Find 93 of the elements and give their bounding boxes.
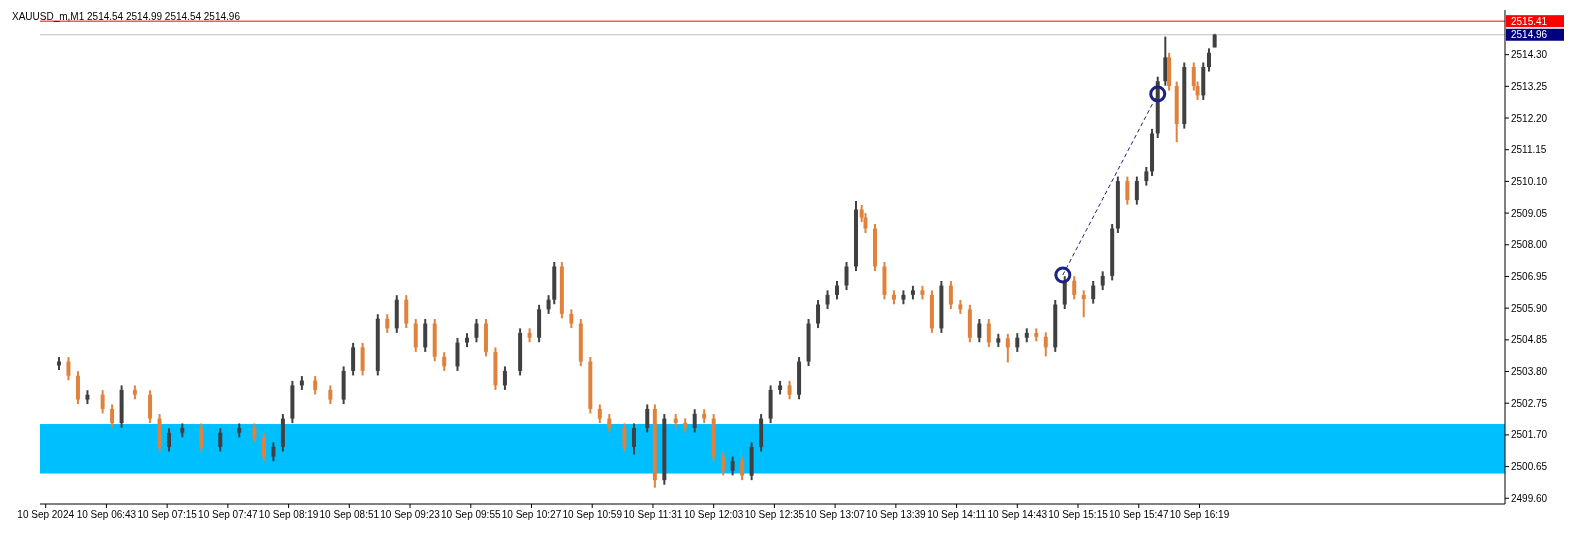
candlestick	[721, 451, 726, 477]
candlestick	[787, 379, 792, 401]
candlestick	[1062, 275, 1067, 311]
candlestick	[1015, 332, 1020, 353]
y-tick-label: 2514.30	[1511, 49, 1548, 61]
candlestick	[597, 403, 602, 425]
y-tick-label: 2511.15	[1511, 144, 1547, 156]
x-tick-label: 10 Sep 12:35	[744, 509, 805, 520]
candlestick	[1134, 175, 1139, 206]
candlestick	[1005, 332, 1010, 364]
candlestick	[740, 455, 745, 482]
x-tick-label: 10 Sep 16:19	[1169, 509, 1230, 520]
candlestick	[622, 422, 627, 453]
candlestick	[986, 318, 991, 349]
candlestick	[413, 318, 418, 353]
candlestick	[167, 427, 172, 453]
x-tick-label: 10 Sep 15:47	[1109, 509, 1169, 520]
candlestick	[271, 441, 276, 463]
y-tick-label: 2504.85	[1511, 334, 1548, 346]
candlestick	[423, 318, 428, 353]
y-tick-label: 2502.75	[1511, 397, 1548, 409]
candlestick	[816, 299, 821, 330]
y-tick-label: 2501.70	[1511, 429, 1548, 441]
candlestick	[569, 308, 574, 330]
candlestick	[1125, 175, 1130, 206]
x-tick-label: 10 Sep 13:39	[866, 509, 927, 520]
candlestick	[825, 289, 830, 311]
x-tick-label: 10 Sep 2024	[17, 509, 75, 520]
candlestick	[835, 279, 840, 301]
x-tick-label: 10 Sep 13:07	[805, 509, 866, 520]
candlestick	[261, 432, 266, 463]
x-tick-label: 10 Sep 09:23	[380, 509, 441, 520]
candlestick	[313, 375, 318, 396]
x-tick-label: 10 Sep 07:15	[137, 509, 198, 520]
candlestick	[1100, 270, 1105, 292]
candlestick	[645, 403, 650, 434]
candlestick	[1043, 331, 1048, 358]
candlestick	[66, 356, 71, 382]
candlestick	[75, 370, 80, 406]
x-tick-label: 10 Sep 11:31	[623, 509, 683, 520]
x-tick-label: 10 Sep 15:15	[1048, 509, 1109, 520]
candlestick	[455, 337, 460, 372]
candlestick	[404, 294, 409, 330]
candlestick	[546, 294, 551, 315]
x-tick-label: 10 Sep 09:55	[441, 509, 501, 520]
y-tick-label: 2503.80	[1511, 366, 1548, 378]
candlestick	[1081, 289, 1086, 319]
x-tick-label: 10 Sep 10:27	[501, 509, 562, 520]
y-tick-label: 2512.20	[1511, 112, 1548, 124]
candlestick	[442, 351, 447, 372]
chart-title: XAUUSD_m,M1 2514.54 2514.99 2514.54 2514.96	[12, 11, 241, 22]
candlestick	[252, 422, 257, 444]
candlestick	[1091, 279, 1096, 305]
candlestick	[692, 408, 697, 434]
candlestick	[1072, 275, 1077, 301]
x-tick-label: 10 Sep 08:51	[319, 509, 380, 520]
candlestick	[977, 318, 982, 344]
candlestick	[844, 260, 849, 292]
x-tick-label: 10 Sep 14:11	[927, 509, 987, 520]
candlestick	[385, 313, 390, 334]
candlestick	[218, 427, 223, 453]
y-tick-label: 2506.95	[1511, 270, 1548, 282]
candlestick	[948, 279, 953, 311]
y-tick-label: 2509.05	[1511, 207, 1548, 219]
x-tick-label: 10 Sep 14:43	[987, 509, 1048, 520]
candlestick	[100, 389, 105, 415]
candlestick	[1206, 47, 1211, 73]
x-tick-label: 10 Sep 08:19	[258, 509, 319, 520]
candlestick	[110, 403, 115, 429]
candlestick	[148, 389, 153, 425]
y-tick-label: 2510.10	[1511, 175, 1548, 187]
candlestick	[360, 341, 365, 377]
candlestick	[730, 455, 735, 477]
y-tick-label: 2508.00	[1511, 239, 1548, 251]
y-tick-label: 2513.25	[1511, 80, 1548, 92]
candlestick	[607, 413, 612, 434]
candlestick	[1144, 165, 1149, 187]
candlestick	[502, 365, 507, 391]
ref-line-label: 2514.96	[1511, 29, 1548, 41]
ref-line-label: 2515.41	[1511, 15, 1548, 27]
x-tick-label: 10 Sep 07:47	[198, 509, 259, 520]
y-tick-label: 2505.90	[1511, 302, 1548, 314]
candlestick	[631, 422, 636, 456]
candlestick	[474, 318, 479, 344]
y-tick-label: 2500.65	[1511, 461, 1548, 473]
x-tick-label: 10 Sep 06:43	[76, 509, 137, 520]
x-tick-label: 10 Sep 12:03	[683, 509, 744, 520]
candlestick	[351, 341, 356, 377]
y-tick-label: 2499.60	[1511, 492, 1548, 504]
candlestick	[1163, 35, 1168, 87]
candlestick	[328, 384, 333, 406]
candlestick	[199, 422, 204, 453]
x-tick-label: 10 Sep 10:59	[562, 509, 623, 520]
